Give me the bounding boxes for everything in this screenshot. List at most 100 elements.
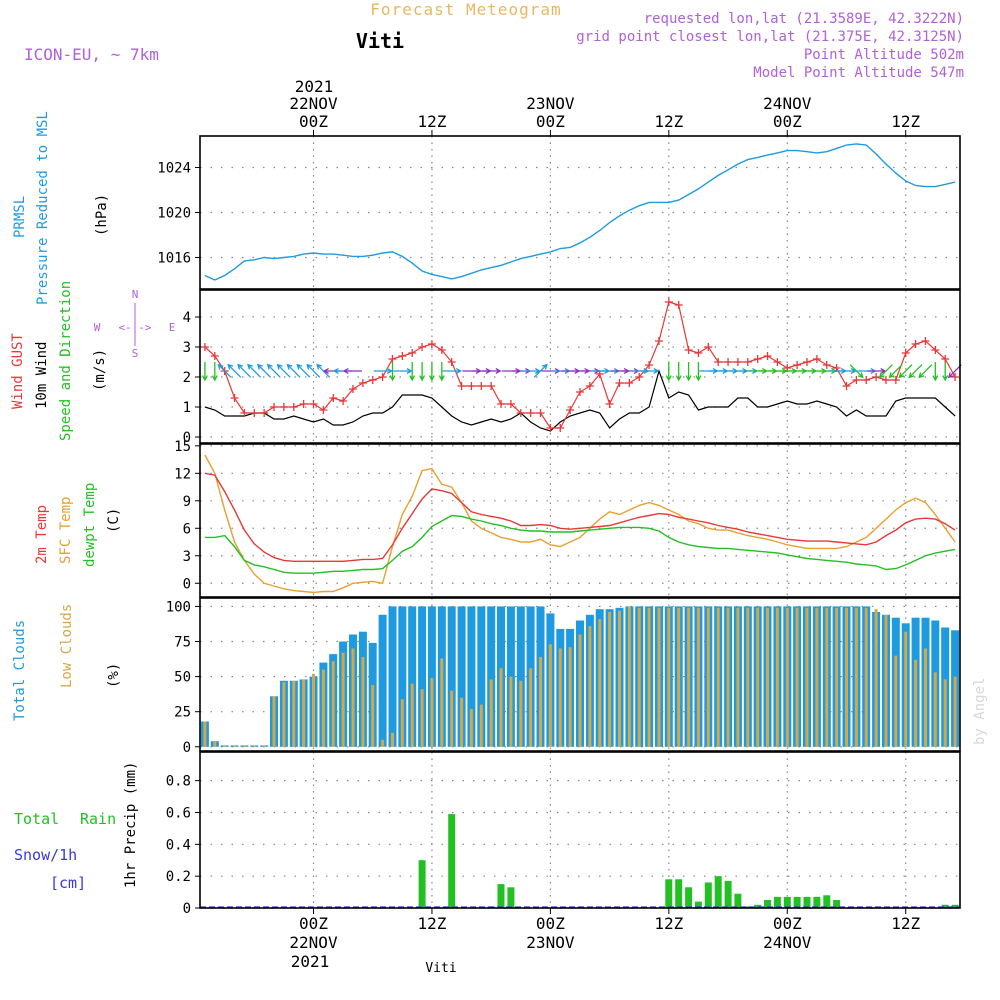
low-clouds-bar [578,634,582,747]
legend-snow-unit: [cm] [50,874,86,892]
low-clouds-bar [381,739,385,747]
gust-marker [368,376,377,384]
total-clouds-bar [427,606,436,747]
gridpoint-coords: grid point closest lon,lat (21.375E, 42.… [576,29,964,45]
low-clouds-bar [657,607,661,747]
low-clouds-bar [854,607,858,747]
gust-marker [319,406,328,414]
low-clouds-bar [667,607,671,747]
wind-direction-arrow [898,364,913,379]
gust-marker [812,355,821,363]
wind-direction-arrow [393,368,413,374]
low-clouds-bar [213,741,217,747]
gust-marker [477,382,486,390]
low-clouds-bar [233,745,236,747]
low-clouds-bar [242,745,246,747]
wind-speed-dir-label: Speed and Direction [58,281,74,441]
wind-direction-arrow [521,368,541,374]
low-clouds-bar [548,644,552,747]
gust-marker [339,397,348,405]
precip-bar [694,901,702,908]
total-clouds-bar [388,606,397,747]
low-clouds-bar [558,648,562,747]
low-clouds-bar [953,676,957,747]
precip-axis-label: 1hr Precip (mm) [123,762,139,888]
wind-direction-arrow [918,364,933,379]
gust-marker [398,352,407,360]
wind-direction-arrow [227,363,242,378]
low-clouds-bar [677,607,681,747]
low-clouds-bar [608,612,612,747]
y-tick-label: 1020 [157,206,191,222]
low-clouds-bar [341,652,345,747]
y-tick-label: 3 [183,549,191,565]
wind-direction-arrow [675,362,682,382]
wind-direction-arrow [296,363,311,378]
y-tick-label: 4 [183,310,191,326]
wind-direction-arrow [640,368,660,374]
wind-direction-arrow [429,362,435,382]
low-clouds-bar [716,607,720,747]
low-clouds-bar [746,607,750,747]
bottom-tick-label: 12Z [891,914,920,933]
gust-marker [674,301,683,309]
gust-marker [378,373,387,381]
panel-frame [199,597,961,752]
legend-rain: Rain [80,810,116,828]
gust-marker [447,358,456,366]
requested-coords: requested lon,lat (21.3589E, 42.3222N) [644,11,964,27]
total-clouds-bar [398,606,407,747]
wind-direction-arrow [409,362,416,382]
gust-marker [743,358,752,366]
total-clouds-bar [447,606,456,747]
top-date-label: 22NOV [289,94,338,113]
low-clouds-bar [420,689,424,747]
gust-marker [822,361,831,369]
precip-bar [497,884,505,908]
wind-direction-arrow [932,362,939,382]
wind-direction-arrow [482,368,502,374]
low-clouds-bar [775,607,779,747]
y-tick-label: 0.2 [166,869,191,885]
wind-direction-arrow [685,362,692,382]
gust-marker [664,298,673,306]
total-clouds-bar [418,606,427,747]
gust-marker [487,382,496,390]
precip-bar [803,896,811,908]
gust-marker [951,373,960,381]
gust-marker [358,379,367,387]
gust-marker [773,358,782,366]
low-clouds-bar [864,607,868,747]
low-clouds-bar [430,678,434,747]
gust-marker [911,340,920,348]
gust-marker [842,382,851,390]
low-clouds-bar [529,668,533,747]
gust-marker [250,409,259,417]
low-clouds-bar [469,708,473,747]
gust-marker [585,382,594,390]
station-name: Viti [356,29,404,53]
low-clouds-bar [687,607,691,747]
gust-marker [921,337,930,345]
gust-marker [388,355,397,363]
top-tick-label: 12Z [891,112,920,131]
gust-marker [210,352,219,360]
wind-direction-arrow [849,364,864,379]
wind-direction-arrow [247,363,262,378]
precip-bar [951,904,959,908]
low-clouds-bar [943,679,947,747]
precip-bar [675,879,683,908]
bottom-date-label: 22NOV [289,933,338,952]
wind-direction-arrow [837,368,857,374]
point-altitude: Point Altitude 502m [804,47,964,63]
low-clouds-bar [835,607,839,747]
gust-marker [852,376,861,384]
panel-frame [199,751,961,909]
precip-bar [714,876,722,908]
low-clouds-bar [588,626,592,747]
low-clouds-bar [302,679,306,747]
low-clouds-bar [924,648,927,747]
y-tick-label: 2 [183,370,191,386]
compass-e: E [169,321,176,334]
